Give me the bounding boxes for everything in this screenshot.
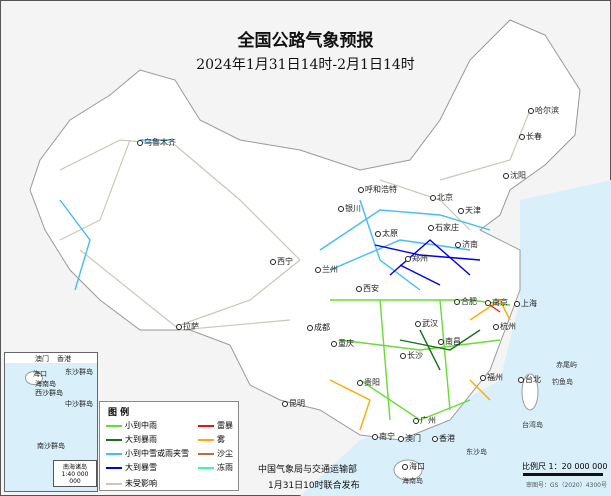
city-label: 南昌: [438, 336, 461, 347]
city-label: 台北: [518, 374, 541, 385]
place-label: 台湾岛: [522, 421, 543, 429]
legend-swatch: [198, 438, 214, 441]
legend-label: 沙尘: [217, 449, 233, 458]
legend-item: 大到暴雪: [106, 462, 157, 473]
inset-label: 西沙群岛: [35, 389, 63, 397]
scale-label: 比例尺 1：20 000 000: [522, 462, 608, 471]
city-label: 兰州: [315, 264, 338, 275]
inset-label: 海口: [33, 370, 47, 378]
heavy-rain-roads: [399, 329, 481, 371]
city-label: 贵阳: [357, 377, 380, 388]
legend-swatch: [106, 466, 122, 469]
map-subtitle: 2024年1月31日14时-2月1日14时: [196, 57, 415, 73]
publisher: 中国气象局与交通运输部: [258, 465, 358, 475]
city-label: 西安: [356, 283, 379, 294]
city-label: 郑州: [405, 253, 428, 264]
city-label: 乌鲁木齐: [137, 137, 176, 148]
city-label: 广州: [413, 415, 436, 426]
legend-item: 小到中雪或雨夹雪: [106, 448, 189, 459]
legend-label: 大到暴雨: [125, 435, 157, 444]
legend-swatch: [198, 424, 214, 427]
city-label: 上海: [514, 298, 537, 309]
city-label: 拉萨: [176, 321, 199, 332]
inset-title-box: 南海诸岛 1:40 000 000: [53, 460, 97, 487]
legend-label: 未受影响: [125, 479, 157, 488]
inset-label: 中沙群岛: [65, 400, 93, 408]
legend-item: 大到暴雨: [106, 434, 157, 445]
legend-swatch: [106, 438, 122, 441]
legend-label: 小到中雪或雨夹雪: [125, 449, 189, 458]
city-label: 昆明: [282, 398, 305, 409]
legend-swatch: [106, 424, 122, 427]
legend-swatch: [106, 452, 122, 455]
city-label: 福州: [480, 372, 503, 383]
legend-swatch: [106, 482, 122, 485]
legend-item: 沙尘: [198, 448, 233, 459]
legend-item: 冻雨: [198, 462, 233, 473]
inset-title: 南海诸岛: [62, 464, 87, 471]
sea-area: [300, 180, 611, 496]
city-label: 天津: [458, 205, 481, 216]
inset-label: 海南岛: [35, 380, 56, 388]
city-label: 哈尔滨: [528, 105, 559, 116]
city-label: 香港: [432, 433, 455, 444]
legend-label: 大到暴雪: [125, 463, 157, 472]
city-label: 济南: [455, 239, 478, 250]
city-label: 银川: [338, 203, 361, 214]
city-label: 太原: [375, 228, 398, 239]
south-china-sea-inset: 海口 海南岛 西沙群岛 中沙群岛 南沙群岛 东沙群岛 香港 澳门 南海诸岛 1:…: [4, 352, 98, 492]
city-label: 北京: [430, 192, 453, 203]
legend-title: 图 例: [108, 408, 130, 418]
city-label: 海口: [402, 461, 425, 472]
issue-time: 1月31日10时联合发布: [268, 481, 360, 491]
city-label: 武汉: [415, 318, 438, 329]
city-label: 成都: [307, 322, 330, 333]
place-label: 海南岛: [402, 477, 423, 485]
legend-item: 雷暴: [198, 420, 233, 431]
map-title: 全国公路气象预报: [237, 31, 374, 51]
place-label: 赤尾屿: [556, 361, 577, 369]
city-label: 呼和浩特: [358, 184, 397, 195]
legend-label: 雾: [217, 435, 225, 444]
city-label: 石家庄: [428, 222, 459, 233]
legend-item: 小到中雨: [106, 420, 157, 431]
map-approval-number: 审图号：GS（2020）4300号: [526, 482, 607, 489]
legend-label: 雷暴: [217, 421, 233, 430]
legend-label: 冻雨: [217, 463, 233, 472]
place-label: 钓鱼岛: [552, 378, 573, 386]
inset-scale: 1:40 000 000: [61, 471, 89, 485]
city-label: 合肥: [454, 296, 477, 307]
legend-item: 未受影响: [106, 478, 157, 489]
city-label: 南宁: [372, 431, 395, 442]
city-label: 澳门: [398, 433, 421, 444]
legend-swatch: [198, 452, 214, 455]
city-label: 重庆: [331, 338, 354, 349]
city-label: 长春: [519, 131, 542, 142]
legend: 图 例 小到中雨大到暴雨小到中雪或雨夹雪 大到暴雪未受影响 雷暴雾沙尘冻雨: [99, 401, 239, 491]
city-label: 长沙: [400, 350, 423, 361]
city-label: 南京: [485, 297, 508, 308]
inset-label: 香港: [57, 355, 71, 363]
city-label: 西宁: [270, 256, 293, 267]
place-label: 东沙岛: [466, 448, 487, 456]
city-label: 沈阳: [503, 170, 526, 181]
legend-label: 小到中雨: [125, 421, 157, 430]
legend-item: 雾: [198, 434, 225, 445]
inset-label: 澳门: [35, 355, 49, 363]
inset-label: 东沙群岛: [65, 368, 93, 376]
city-label: 杭州: [493, 321, 516, 332]
scale-bar: [523, 473, 603, 476]
legend-swatch: [198, 466, 214, 469]
inset-label: 南沙群岛: [37, 442, 65, 450]
